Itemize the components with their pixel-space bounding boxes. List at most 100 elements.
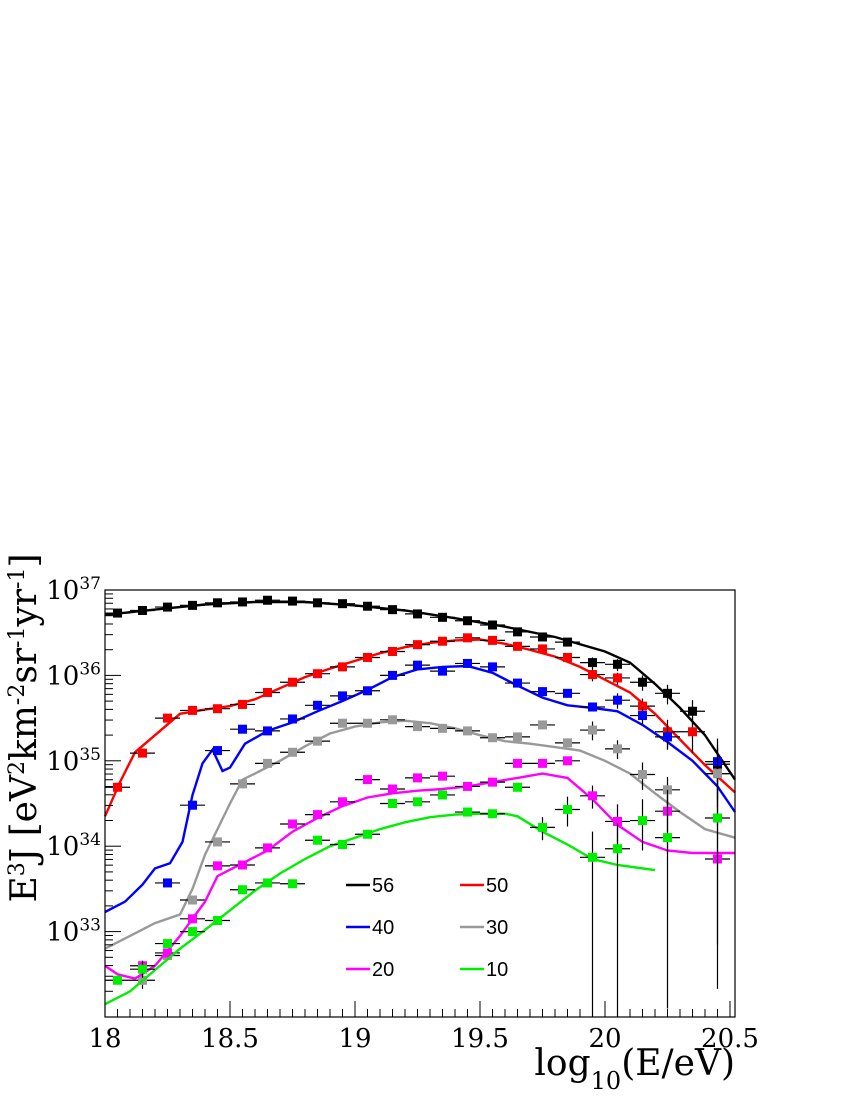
series-10-point — [638, 816, 647, 826]
series-40-point — [263, 726, 272, 736]
series-10-point — [363, 829, 372, 839]
series-56-point — [438, 612, 447, 622]
series-50-point — [438, 636, 447, 646]
series-56-point — [188, 600, 197, 610]
series-40-point — [663, 732, 672, 742]
legend-item-20: 20 — [346, 959, 394, 981]
series-10-point — [238, 885, 247, 895]
series-56-point — [563, 637, 572, 647]
series-30-point — [213, 837, 222, 847]
series-20-point — [338, 797, 347, 807]
series-50-point — [263, 687, 272, 697]
series-50-point — [388, 646, 397, 656]
series-20-point — [313, 810, 322, 820]
series-30-point — [563, 738, 572, 748]
series-56-point — [363, 601, 372, 611]
x-tick-label: 18.5 — [201, 1024, 259, 1054]
series-50-point — [688, 727, 697, 737]
legend-item-50: 50 — [460, 875, 508, 897]
series-30-fit-curve — [104, 719, 736, 950]
series-30-point — [288, 747, 297, 757]
series-10-point — [413, 797, 422, 807]
series-30-point — [713, 769, 722, 779]
series-40-point — [563, 688, 572, 698]
legend-item-56: 56 — [346, 875, 394, 897]
series-40-point — [163, 878, 172, 888]
y-tick-label: 1036 — [46, 659, 101, 691]
legend-item-10: 10 — [460, 959, 508, 981]
y-axis-title: E3J [eV2km-2sr-1yr-1] — [4, 553, 45, 902]
series-10-point — [488, 809, 497, 819]
series-50-point — [213, 704, 222, 714]
series-20-point — [238, 860, 247, 870]
series-40-point — [363, 686, 372, 696]
series-56-point — [513, 627, 522, 637]
series-10-point — [438, 790, 447, 800]
series-50-point — [238, 699, 247, 709]
series-30-point — [463, 726, 472, 736]
series-30-point — [638, 769, 647, 779]
series-10-point — [663, 833, 672, 843]
x-tick-label: 20 — [588, 1024, 621, 1054]
series-10-point — [463, 807, 472, 817]
series-56-point — [588, 658, 597, 668]
series-20-point — [363, 775, 372, 785]
series-50-point — [613, 673, 622, 683]
series-30-point — [488, 733, 497, 743]
series-56-point — [338, 599, 347, 609]
series-20-point — [463, 781, 472, 791]
series-56-point — [488, 620, 497, 630]
plot-frame — [104, 589, 736, 1018]
series-20-point — [438, 771, 447, 781]
series-56-point — [313, 598, 322, 608]
series-56-point — [113, 608, 122, 618]
series-50-point — [188, 705, 197, 715]
series-50-point — [638, 701, 647, 711]
series-30-point — [188, 895, 197, 905]
series-20-point — [513, 758, 522, 768]
series-10-point — [388, 799, 397, 808]
series-10-point — [163, 939, 172, 949]
series-50 — [103, 633, 736, 825]
series-56-point — [688, 706, 697, 716]
series-10-point — [538, 822, 547, 832]
series-50-point — [313, 669, 322, 679]
series-56-point — [613, 659, 622, 669]
legend-item-30: 30 — [460, 917, 508, 939]
series-40-point — [588, 702, 597, 712]
y-tick-label: 1035 — [46, 745, 101, 777]
series-10-point — [563, 804, 572, 814]
y-axis: 1033 1034 1035 1036 1037 — [46, 574, 121, 1018]
series-40-point — [413, 660, 422, 670]
series-20-point — [213, 861, 222, 871]
x-tick-label: 19 — [338, 1024, 371, 1054]
series-50-point — [463, 633, 472, 643]
svg-text:log10(E/eV): log10(E/eV) — [534, 1043, 735, 1095]
legend-label: 10 — [486, 959, 508, 981]
series-30-point — [338, 718, 347, 728]
series-20-point — [163, 948, 172, 958]
legend-label: 30 — [486, 917, 508, 939]
legend-label: 56 — [372, 875, 394, 897]
series-20-point — [413, 773, 422, 783]
series-10 — [104, 782, 730, 1017]
series-56-point — [638, 677, 647, 687]
series-40-point — [438, 666, 447, 676]
series-50-point — [513, 641, 522, 651]
series-40-point — [538, 687, 547, 697]
y-tick-label: 1033 — [46, 916, 101, 948]
series-56 — [104, 595, 736, 807]
series-layer — [103, 595, 736, 1017]
series-30-point — [538, 720, 547, 730]
series-30 — [104, 715, 736, 989]
x-tick-label: 19.5 — [451, 1024, 509, 1054]
series-56-point — [413, 609, 422, 619]
series-50-point — [163, 713, 172, 723]
series-30-point — [238, 779, 247, 789]
series-40-point — [213, 746, 222, 756]
series-10-point — [138, 964, 147, 974]
series-56-point — [288, 596, 297, 606]
series-10-point — [188, 927, 197, 937]
series-56-point — [163, 602, 172, 612]
